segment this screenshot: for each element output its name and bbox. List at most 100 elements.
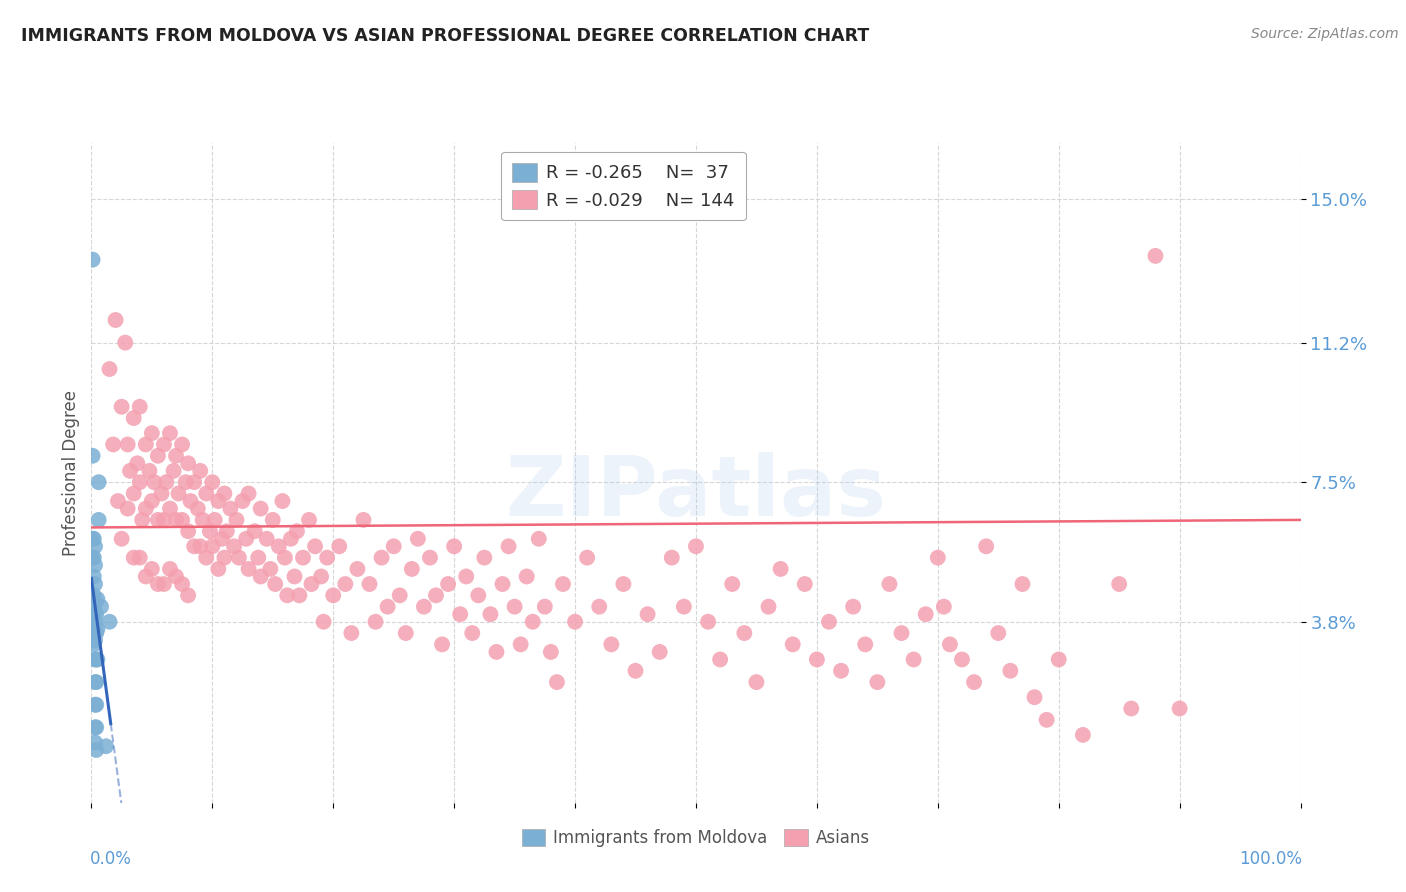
Point [155,475,177,490]
Point [225,513,247,527]
Point [291,550,314,565]
Point [84,698,107,712]
Point [215,524,238,539]
Point [83,607,105,622]
Point [101,437,124,451]
Point [201,539,224,553]
Point [758,599,780,614]
Point [174,475,197,490]
Point [370,550,392,565]
Point [879,577,901,591]
Point [522,615,544,629]
Point [382,539,405,553]
Point [172,577,194,591]
Point [830,664,852,678]
Point [82,532,104,546]
Point [135,501,157,516]
Point [204,513,226,527]
Point [84,577,107,591]
Point [128,400,150,414]
Point [1121,701,1143,715]
Point [122,411,145,425]
Point [509,637,531,651]
Point [298,513,321,527]
Point [672,599,695,614]
Point [283,569,305,583]
Point [377,599,399,614]
Point [527,532,550,546]
Point [352,513,374,527]
Point [301,577,323,591]
Point [98,615,121,629]
Text: ZIPatlas: ZIPatlas [506,452,886,533]
Point [709,652,731,666]
Point [733,626,755,640]
Point [491,577,513,591]
Point [364,615,387,629]
Point [153,513,176,527]
Point [745,675,768,690]
Point [288,588,311,602]
Point [83,637,105,651]
Point [243,524,266,539]
Point [153,437,176,451]
Point [84,558,107,573]
Point [472,550,495,565]
Point [131,513,153,527]
Point [1108,577,1130,591]
Text: IMMIGRANTS FROM MOLDOVA VS ASIAN PROFESSIONAL DEGREE CORRELATION CHART: IMMIGRANTS FROM MOLDOVA VS ASIAN PROFESS… [21,27,869,45]
Point [146,577,169,591]
Point [86,652,108,666]
Text: 100.0%: 100.0% [1239,850,1302,868]
Point [84,596,107,610]
Point [1144,249,1167,263]
Point [247,550,270,565]
Point [479,607,502,622]
Point [346,562,368,576]
Point [533,599,555,614]
Point [87,513,110,527]
Point [316,550,339,565]
Point [128,475,150,490]
Point [419,550,441,565]
Point [974,539,997,553]
Point [191,513,214,527]
Point [177,524,200,539]
Point [280,532,302,546]
Point [963,675,986,690]
Point [685,539,707,553]
Point [1011,577,1033,591]
Point [430,637,453,651]
Point [328,539,350,553]
Point [769,562,792,576]
Point [141,426,163,441]
Point [84,633,107,648]
Point [111,400,132,414]
Point [183,539,205,553]
Point [304,539,326,553]
Point [135,437,157,451]
Point [498,539,520,553]
Point [159,501,181,516]
Point [1168,701,1191,715]
Point [180,494,202,508]
Point [172,437,194,451]
Point [141,494,163,508]
Point [83,622,105,636]
Point [262,513,284,527]
Point [122,486,145,500]
Point [141,562,163,576]
Point [927,550,949,565]
Point [146,513,169,527]
Point [1071,728,1094,742]
Point [231,494,253,508]
Point [187,501,209,516]
Point [94,739,117,754]
Point [146,449,169,463]
Point [1035,713,1057,727]
Point [177,588,200,602]
Point [195,486,218,500]
Point [551,577,574,591]
Point [214,486,236,500]
Point [82,449,104,463]
